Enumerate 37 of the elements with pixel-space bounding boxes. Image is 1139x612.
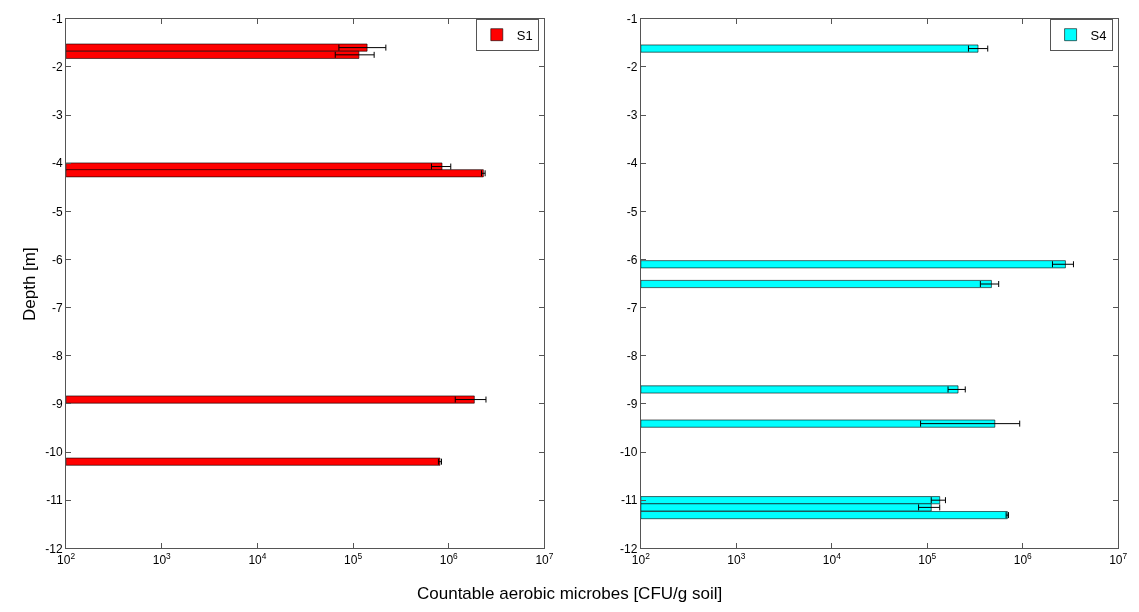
x-tick-label: 10$^{5}$ [918,550,937,567]
y-tick-label: -4 [52,156,64,171]
y-tick-label: -12 [45,541,64,556]
legend-label: S4 [1090,27,1107,43]
x-tick-label: 10$^{4}$ [822,550,842,567]
y-tick-label: -9 [52,397,64,412]
x-tick-label: 10$^{6}$ [439,550,459,567]
y-tick-label: -5 [52,204,64,219]
y-tick-label: -10 [45,445,64,460]
y-tick-label: -6 [626,252,638,267]
y-tick-label: -10 [620,445,638,460]
x-tick-label: 10$^{3}$ [727,550,746,567]
y-tick-label: -5 [626,204,638,219]
x-tick-label: 10$^{5}$ [344,550,363,567]
y-tick-label: -7 [626,300,638,315]
x-tick-label: 10$^{3}$ [152,550,172,567]
y-tick-label: -1 [626,11,638,26]
y-axis-title: Depth [m] [19,247,39,321]
y-tick-label: -3 [52,108,64,123]
y-tick-label: -4 [626,156,638,171]
x-tick-label: 10$^{7}$ [1109,550,1128,567]
x-tick-label: 10$^{7}$ [535,550,554,567]
y-tick-label: -9 [626,397,638,412]
y-tick-label: -2 [52,60,64,75]
y-tick-label: -7 [52,300,64,315]
y-tick-label: -11 [46,493,64,508]
x-axis-title: Countable aerobic microbes [CFU/g soil] [417,584,723,603]
y-tick-label: -1 [52,11,64,26]
x-tick-label: 10$^{6}$ [1013,550,1033,567]
y-tick-label: -3 [626,108,638,123]
x-tick-label: 10$^{4}$ [248,550,267,567]
y-tick-label: -6 [52,252,64,267]
y-tick-label: -8 [52,348,64,363]
y-tick-label: -2 [626,60,638,75]
y-tick-label: -8 [626,348,638,363]
y-tick-label: -11 [621,493,638,508]
legend-label: S1 [516,27,533,43]
